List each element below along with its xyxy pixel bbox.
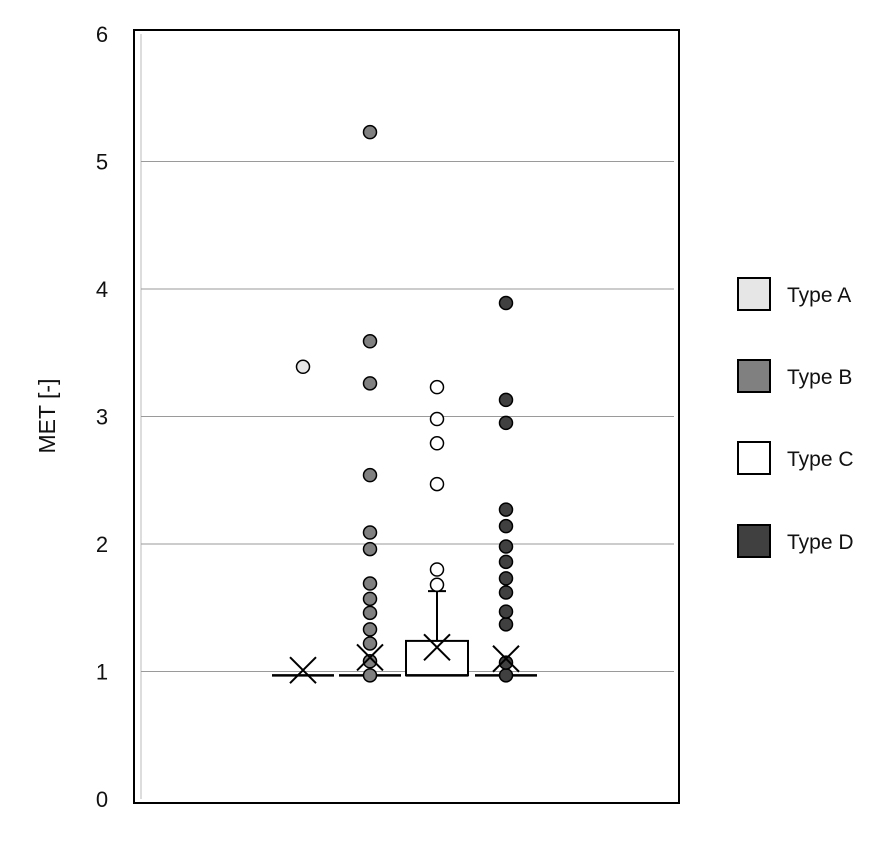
legend-swatch-2 [737,359,771,393]
outlier-point [429,379,445,395]
box-series-group [272,124,537,684]
outlier-point [362,636,378,651]
outlier-point [362,124,378,140]
outlier-point [429,436,445,451]
outlier-point [498,415,514,431]
outlier-point [498,655,514,670]
outlier-point [498,392,514,408]
legend-label-1: Type A [787,284,851,307]
outlier-point [362,576,378,591]
outlier-point [362,668,378,683]
outlier-point [498,585,514,600]
gridlines [140,34,674,799]
legend: Type A Type B Type C Type D [737,277,854,558]
outlier-point [362,334,378,349]
y-tick-label-2: 2 [96,532,108,557]
outlier-points [295,359,311,375]
mean-marker [492,645,520,673]
outlier-point [429,577,445,593]
outlier-point [498,539,514,554]
y-tick-label-4: 4 [96,277,108,302]
box-4 [475,295,537,683]
legend-swatch-1 [737,277,771,311]
outlier-point [429,411,445,427]
outlier-point [362,525,378,540]
outlier-point [362,376,378,391]
outlier-point [498,604,514,619]
mean-marker [289,656,317,684]
y-tick-label-3: 3 [96,405,108,430]
outlier-point [362,654,378,669]
outlier-point [498,571,514,586]
y-tick-label-5: 5 [96,150,108,175]
outlier-point [362,622,378,637]
outlier-point [498,668,514,683]
outlier-point [362,541,378,557]
legend-label-4: Type D [787,531,854,554]
outlier-point [295,359,311,375]
outlier-points [362,124,378,683]
outlier-point [498,518,514,534]
box-3 [405,379,469,677]
outlier-point [498,617,514,632]
y-tick-label-1: 1 [96,660,108,685]
box-2 [339,124,401,683]
y-tick-label-0: 0 [96,787,108,812]
mean-marker [423,633,451,661]
mean-marker [356,643,384,672]
outlier-point [498,295,514,311]
outlier-point [498,502,514,517]
legend-label-2: Type B [787,366,852,389]
outlier-point [362,591,378,607]
outlier-point [498,554,514,570]
box-1 [272,359,334,684]
legend-swatch-3 [737,441,771,475]
outlier-point [362,467,378,483]
legend-label-3: Type C [787,448,854,471]
y-axis-label: MET [-] [34,379,60,454]
y-tick-label-6: 6 [96,22,108,47]
outlier-point [362,605,378,621]
y-axis-tick-labels: 0 1 2 3 4 5 6 [96,22,108,812]
legend-swatch-4 [737,524,771,558]
outlier-point [429,476,445,492]
outlier-point [429,562,445,577]
outlier-points [429,379,445,593]
outlier-points [498,295,514,683]
